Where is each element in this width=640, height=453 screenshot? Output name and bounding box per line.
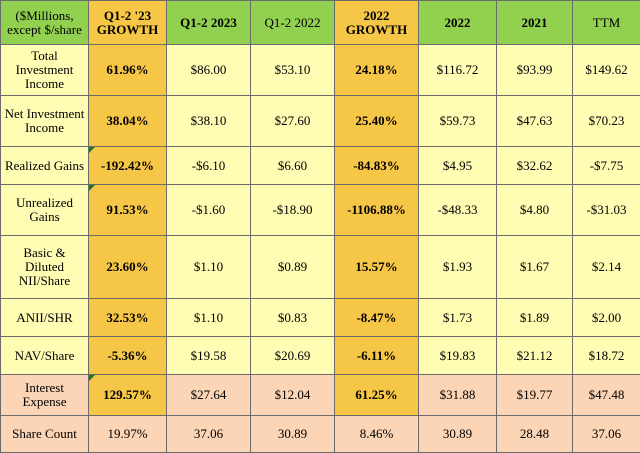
growth-cell: 8.46%	[335, 416, 419, 453]
growth-cell: 91.53%	[89, 185, 167, 236]
value-cell: $1.93	[419, 236, 497, 299]
value-cell: $18.72	[573, 337, 640, 375]
value-cell: $59.73	[419, 96, 497, 147]
table-row: Realized Gains -192.42% -$6.10 $6.60 -84…	[1, 147, 640, 185]
value-cell: $4.80	[497, 185, 573, 236]
value-cell: $12.04	[251, 375, 335, 416]
value-cell: $149.62	[573, 45, 640, 96]
growth-cell: -192.42%	[89, 147, 167, 185]
growth-cell: -6.11%	[335, 337, 419, 375]
value-cell: -$31.03	[573, 185, 640, 236]
growth-cell: 15.57%	[335, 236, 419, 299]
value-cell: $6.60	[251, 147, 335, 185]
growth-cell: 32.53%	[89, 299, 167, 337]
row-label: Realized Gains	[1, 147, 89, 185]
value-cell: $86.00	[167, 45, 251, 96]
value-cell: 28.48	[497, 416, 573, 453]
growth-cell: 24.18%	[335, 45, 419, 96]
value-cell: $19.83	[419, 337, 497, 375]
growth-cell: 129.57%	[89, 375, 167, 416]
value-cell: $2.00	[573, 299, 640, 337]
value-cell: $31.88	[419, 375, 497, 416]
row-label: Unrealized Gains	[1, 185, 89, 236]
table-row: Share Count 19.97% 37.06 30.89 8.46% 30.…	[1, 416, 640, 453]
header-2021: 2021	[497, 1, 573, 45]
value-cell: 30.89	[251, 416, 335, 453]
value-cell: $32.62	[497, 147, 573, 185]
growth-cell: 61.96%	[89, 45, 167, 96]
value-cell: 30.89	[419, 416, 497, 453]
value-cell: -$7.75	[573, 147, 640, 185]
table-row: Interest Expense 129.57% $27.64 $12.04 6…	[1, 375, 640, 416]
value-cell: $1.73	[419, 299, 497, 337]
row-label: Basic & Diluted NII/Share	[1, 236, 89, 299]
value-cell: $4.95	[419, 147, 497, 185]
value-cell: 37.06	[167, 416, 251, 453]
growth-cell: 23.60%	[89, 236, 167, 299]
value-cell: 37.06	[573, 416, 640, 453]
value-cell: $1.67	[497, 236, 573, 299]
growth-cell: 19.97%	[89, 416, 167, 453]
value-cell: -$18.90	[251, 185, 335, 236]
header-q12-23-growth: Q1-2 '23 GROWTH	[89, 1, 167, 45]
row-label: ANII/SHR	[1, 299, 89, 337]
table-row: Basic & Diluted NII/Share 23.60% $1.10 $…	[1, 236, 640, 299]
growth-cell: -84.83%	[335, 147, 419, 185]
row-label: Total Investment Income	[1, 45, 89, 96]
value-cell: -$48.33	[419, 185, 497, 236]
value-cell: $0.83	[251, 299, 335, 337]
value-cell: $47.48	[573, 375, 640, 416]
value-cell: $1.10	[167, 299, 251, 337]
growth-cell: -5.36%	[89, 337, 167, 375]
value-cell: $53.10	[251, 45, 335, 96]
value-cell: $19.58	[167, 337, 251, 375]
row-label: Net Investment Income	[1, 96, 89, 147]
table-row: Unrealized Gains 91.53% -$1.60 -$18.90 -…	[1, 185, 640, 236]
value-cell: $21.12	[497, 337, 573, 375]
header-2022: 2022	[419, 1, 497, 45]
header-q12-2022: Q1-2 2022	[251, 1, 335, 45]
table-row: Total Investment Income 61.96% $86.00 $5…	[1, 45, 640, 96]
header-2022-growth: 2022 GROWTH	[335, 1, 419, 45]
table-row: ANII/SHR 32.53% $1.10 $0.83 -8.47% $1.73…	[1, 299, 640, 337]
value-cell: $47.63	[497, 96, 573, 147]
value-cell: $27.60	[251, 96, 335, 147]
header-ttm: TTM	[573, 1, 640, 45]
value-cell: -$1.60	[167, 185, 251, 236]
header-units: ($Millions, except $/share	[1, 1, 89, 45]
value-cell: $27.64	[167, 375, 251, 416]
value-cell: $1.89	[497, 299, 573, 337]
header-q12-2023: Q1-2 2023	[167, 1, 251, 45]
growth-cell: 25.40%	[335, 96, 419, 147]
growth-cell: -8.47%	[335, 299, 419, 337]
row-label: Interest Expense	[1, 375, 89, 416]
table-row: Net Investment Income 38.04% $38.10 $27.…	[1, 96, 640, 147]
growth-cell: 61.25%	[335, 375, 419, 416]
value-cell: $93.99	[497, 45, 573, 96]
value-cell: $70.23	[573, 96, 640, 147]
table-row: NAV/Share -5.36% $19.58 $20.69 -6.11% $1…	[1, 337, 640, 375]
growth-cell: -1106.88%	[335, 185, 419, 236]
value-cell: $2.14	[573, 236, 640, 299]
value-cell: $0.89	[251, 236, 335, 299]
value-cell: -$6.10	[167, 147, 251, 185]
header-row: ($Millions, except $/share Q1-2 '23 GROW…	[1, 1, 640, 45]
value-cell: $1.10	[167, 236, 251, 299]
value-cell: $38.10	[167, 96, 251, 147]
growth-cell: 38.04%	[89, 96, 167, 147]
value-cell: $116.72	[419, 45, 497, 96]
row-label: Share Count	[1, 416, 89, 453]
value-cell: $20.69	[251, 337, 335, 375]
value-cell: $19.77	[497, 375, 573, 416]
row-label: NAV/Share	[1, 337, 89, 375]
